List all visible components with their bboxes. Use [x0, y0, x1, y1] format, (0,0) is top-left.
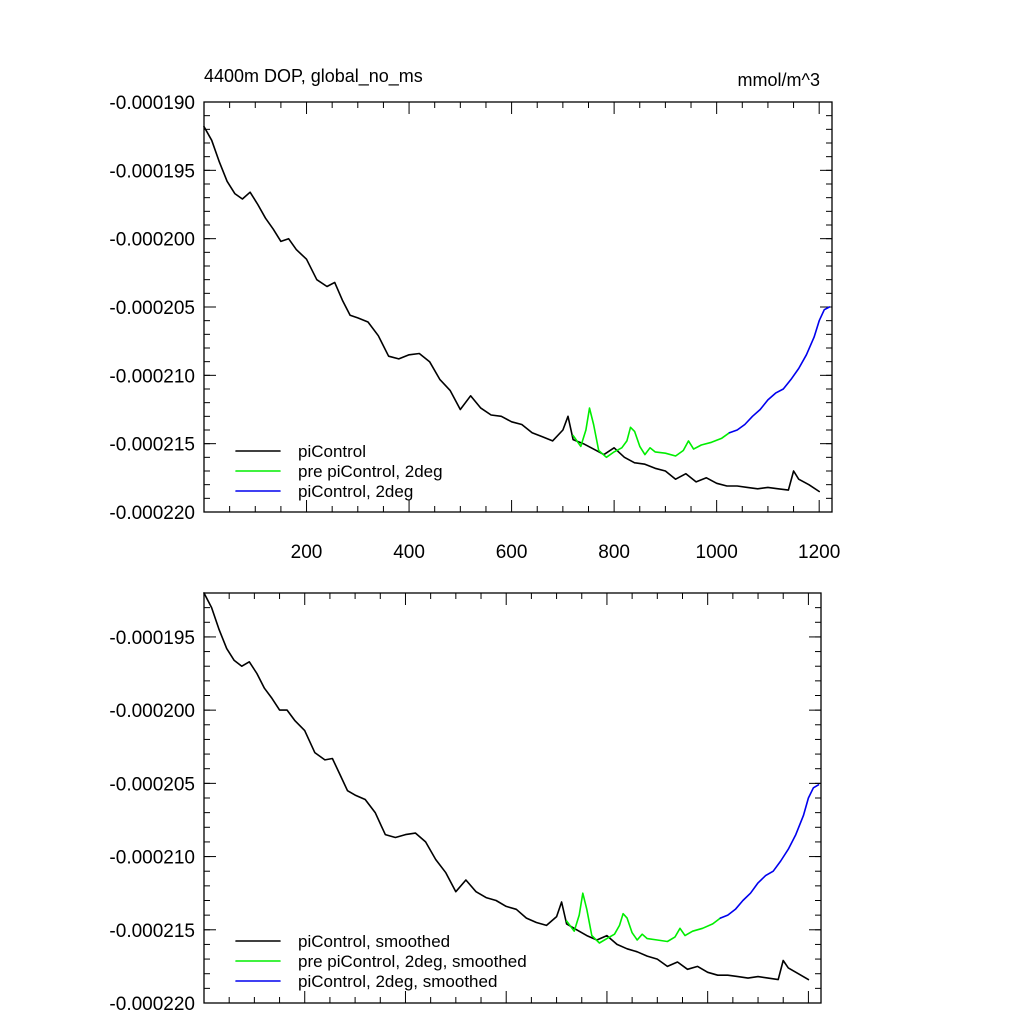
top-legend: piControl pre piControl, 2deg piControl,…	[235, 442, 443, 501]
bottom-legend: piControl, smoothed pre piControl, 2deg,…	[235, 932, 527, 991]
top-axis-ticks	[204, 101, 832, 513]
legend-label-picontrol-2deg-smoothed: piControl, 2deg, smoothed	[298, 972, 497, 991]
x-tick-label: 800	[598, 542, 630, 563]
y-tick-label: -0.000210	[109, 366, 195, 387]
y-tick-label: -0.000215	[109, 435, 195, 456]
series-line-picontrol-2deg-smoothed	[719, 783, 820, 919]
x-tick-label: 200	[291, 542, 323, 563]
legend-label-pre-picontrol-2deg-smoothed: pre piControl, 2deg, smoothed	[298, 952, 527, 971]
legend-label-pre-picontrol-2deg: pre piControl, 2deg	[298, 462, 443, 481]
y-tick-label: -0.000220	[109, 503, 195, 524]
y-tick-label: -0.000210	[109, 848, 195, 869]
bottom-panel: -0.000195 -0.000200 -0.000205 -0.000210 -0.0…	[109, 592, 822, 1015]
y-tick-label: -0.000195	[109, 161, 195, 182]
series-line-pre-picontrol-2deg-smoothed	[565, 892, 722, 944]
top-title-left: 4400m DOP, global_no_ms	[204, 66, 423, 87]
y-tick-label: -0.000190	[109, 93, 195, 114]
x-tick-label: 1000	[696, 542, 738, 563]
top-panel: 4400m DOP, global_no_ms mmol/m^3 -0.0001…	[109, 66, 840, 563]
bottom-axis-ticks	[204, 592, 821, 1004]
top-x-axis: 200 400 600 800 1000 1200	[291, 542, 841, 563]
bottom-y-axis: -0.000195 -0.000200 -0.000205 -0.000210 -0.0…	[109, 628, 195, 1015]
y-tick-label: -0.000195	[109, 628, 195, 649]
y-tick-label: -0.000215	[109, 921, 195, 942]
bottom-plot-frame	[203, 592, 822, 1004]
legend-label-picontrol-smoothed: piControl, smoothed	[298, 932, 450, 951]
top-y-axis: -0.000190 -0.000195 -0.000200 -0.000205 -0.0…	[109, 93, 195, 524]
y-tick-label: -0.000200	[109, 230, 195, 251]
top-title-units: mmol/m^3	[738, 70, 820, 90]
y-tick-label: -0.000205	[109, 298, 195, 319]
legend-label-picontrol: piControl	[298, 442, 366, 461]
legend-label-picontrol-2deg: piControl, 2deg	[298, 482, 413, 501]
series-line-picontrol-smoothed	[203, 592, 810, 981]
x-tick-label: 400	[393, 542, 425, 563]
y-tick-label: -0.000220	[109, 994, 195, 1015]
y-tick-label: -0.000200	[109, 701, 195, 722]
series-line-picontrol	[203, 125, 821, 493]
series-line-picontrol-2deg	[728, 306, 831, 434]
y-tick-label: -0.000205	[109, 774, 195, 795]
top-series-lines	[203, 125, 831, 493]
bottom-series-lines	[203, 592, 820, 981]
series-line-pre-picontrol-2deg	[572, 407, 731, 459]
x-tick-label: 600	[496, 542, 528, 563]
x-tick-label: 1200	[798, 542, 840, 563]
